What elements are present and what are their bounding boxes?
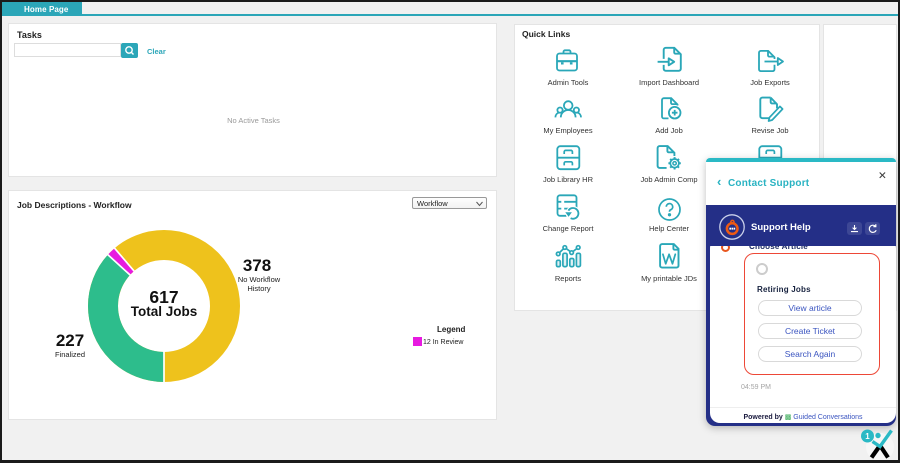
svg-text:1: 1: [865, 432, 870, 441]
